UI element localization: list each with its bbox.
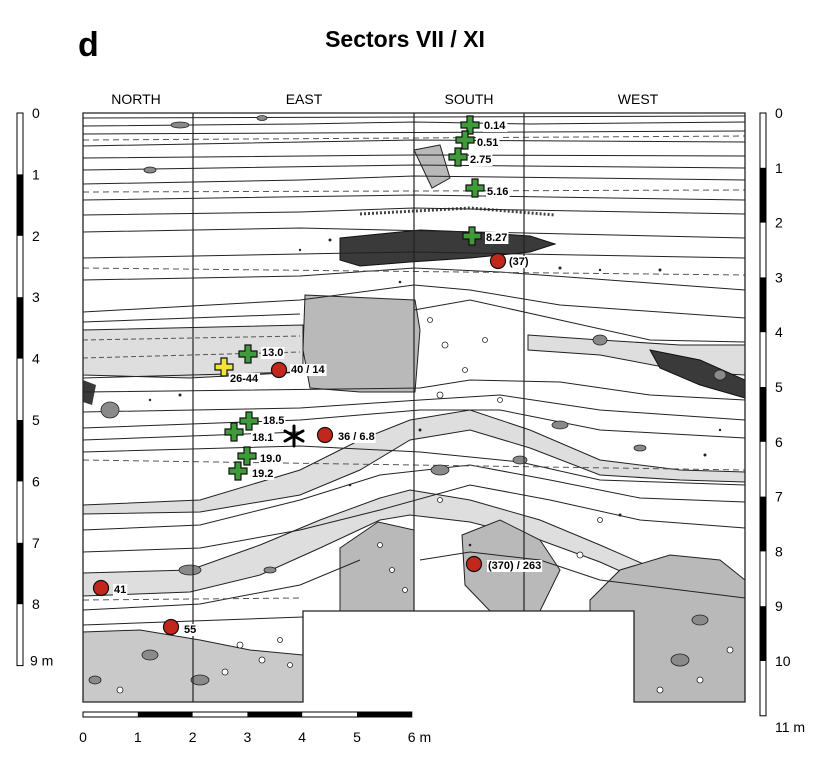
sample-markers: 0.14 0.51 2.75 5.16 8.27 13.0 18.5 18.1 19.0 19.2…: [92, 115, 543, 636]
red-marker-label: 36 / 6.8: [338, 431, 375, 443]
bottom-scale-segment: [247, 712, 303, 717]
left-scale-frame: [16, 112, 24, 667]
right-scale-tick-label: 6: [775, 434, 783, 450]
red-dot-marker: [92, 579, 110, 597]
left-scale-segment: [17, 297, 23, 359]
green-marker-label: 19.2: [252, 468, 273, 480]
right-scale-tick-label: 7: [775, 489, 783, 505]
green-cross-marker: [465, 178, 485, 198]
direction-east: EAST: [286, 91, 323, 107]
bottom-scale-tick-label: 4: [298, 729, 306, 745]
figure-title: Sectors VII / XI: [325, 26, 485, 52]
green-marker-label: 18.5: [263, 415, 284, 427]
green-marker-label: 18.1: [252, 432, 273, 444]
green-marker-label: 2.75: [470, 154, 491, 166]
green-marker-label: 0.51: [477, 137, 498, 149]
bottom-length-scale: 0 1 2 3 4 5 6 m: [79, 711, 431, 745]
left-scale-tick-label: 0: [32, 105, 40, 121]
right-scale-segment: [760, 606, 766, 661]
left-scale-tick-label: 2: [32, 228, 40, 244]
green-cross-marker: [228, 461, 248, 481]
green-cross-marker: [460, 115, 480, 135]
right-scale-tick-label: 2: [775, 215, 783, 231]
left-scale-tick-label: 4: [32, 351, 40, 367]
bottom-scale-segment: [137, 712, 193, 717]
left-scale-tick-label: 5: [32, 412, 40, 428]
red-marker-label: 41: [114, 584, 126, 596]
right-scale-tick-label: 1: [775, 160, 783, 176]
right-scale-segment: [760, 496, 766, 552]
red-dot-marker: [465, 555, 483, 573]
left-depth-scale: 0 1 2 3 4 5 6 7 8 9 m: [16, 105, 53, 669]
right-scale-tick-label: 9: [775, 598, 783, 614]
green-marker-label: 5.16: [487, 186, 508, 198]
right-scale-tick-label: 8: [775, 543, 783, 559]
left-scale-tick-label: 7: [32, 535, 40, 551]
green-cross-marker: [224, 422, 244, 442]
red-dot-marker: [162, 618, 180, 636]
bottom-scale-segment: [357, 712, 412, 717]
left-scale-tick-label: 1: [32, 166, 40, 182]
red-dot-marker: [270, 361, 288, 379]
left-scale-segment: [17, 174, 23, 236]
green-marker-label: 13.0: [262, 347, 283, 359]
red-dot-marker: [316, 426, 334, 444]
right-scale-tick-label: 10: [775, 653, 791, 669]
left-scale-tick-label: 6: [32, 473, 40, 489]
section-outline: [82, 112, 746, 703]
right-depth-scale: 0 1 2 3 4 5 6 7 8 9 10 11 m: [759, 105, 805, 735]
right-scale-segment: [760, 277, 766, 333]
left-scale-tick-label: 3: [32, 289, 40, 305]
red-marker-label: (37): [509, 256, 529, 268]
red-marker-label: (370) / 263: [488, 560, 541, 572]
red-marker-label: 55: [184, 624, 196, 636]
bottom-scale-tick-label: 3: [244, 729, 252, 745]
red-marker-label: 40 / 14: [291, 364, 326, 376]
left-scale-segment: [17, 420, 23, 482]
right-scale-tick-label: 5: [775, 379, 783, 395]
asterisk-marker: [283, 424, 305, 448]
left-scale-tick-label: 8: [32, 596, 40, 612]
green-cross-marker: [237, 446, 257, 466]
green-cross-marker: [455, 130, 475, 150]
direction-south: SOUTH: [445, 91, 494, 107]
left-scale-segment: [17, 542, 23, 605]
bottom-scale-tick-label: 0: [79, 729, 87, 745]
green-cross-marker: [238, 344, 258, 364]
bottom-scale-tick-label: 1: [134, 729, 142, 745]
green-marker-label: 8.27: [486, 232, 507, 244]
right-scale-tick-label: 3: [775, 269, 783, 285]
right-scale-tick-label: 0: [775, 105, 783, 121]
red-dot-marker: [489, 252, 507, 270]
right-scale-tick-label: 4: [775, 324, 783, 340]
green-cross-marker: [239, 411, 259, 431]
right-scale-end-label: 11 m: [775, 719, 805, 735]
left-scale-end-label: 9 m: [30, 653, 53, 669]
right-scale-segment: [760, 387, 766, 442]
green-cross-marker: [448, 147, 468, 167]
yellow-marker-label: 26-44: [230, 373, 259, 385]
direction-west: WEST: [618, 91, 659, 107]
bottom-scale-tick-label: 2: [189, 729, 197, 745]
green-cross-marker: [462, 226, 482, 246]
yellow-cross-marker: [214, 357, 234, 377]
panel-letter: d: [78, 26, 99, 64]
direction-north: NORTH: [111, 91, 161, 107]
green-marker-label: 19.0: [260, 453, 281, 465]
green-marker-label: 0.14: [484, 120, 506, 132]
right-scale-segment: [760, 167, 766, 223]
bottom-scale-tick-label: 5: [353, 729, 361, 745]
bottom-scale-end-label: 6 m: [408, 729, 431, 745]
